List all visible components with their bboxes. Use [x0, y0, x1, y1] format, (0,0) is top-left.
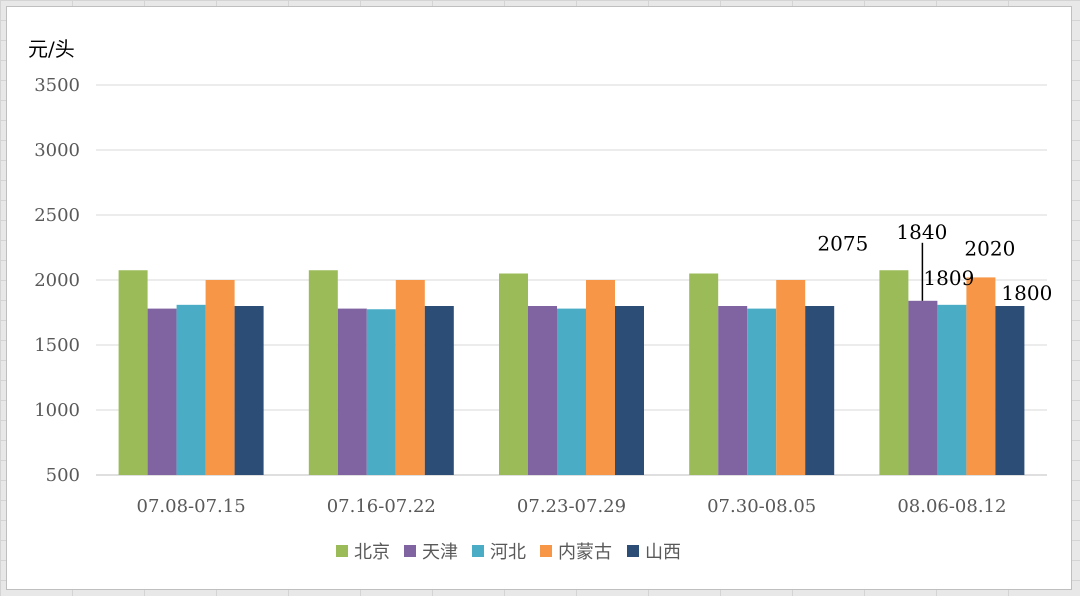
bar[interactable]: [776, 280, 806, 475]
x-category-label: 07.30-08.05: [707, 496, 816, 517]
bar[interactable]: [176, 304, 206, 475]
legend-swatch: [336, 545, 348, 557]
y-tick-label: 3500: [34, 75, 80, 96]
bar[interactable]: [205, 280, 235, 475]
bar[interactable]: [118, 270, 148, 475]
bar[interactable]: [718, 306, 748, 475]
bar[interactable]: [499, 273, 528, 476]
legend-label[interactable]: 河北: [490, 542, 526, 563]
bar[interactable]: [424, 306, 454, 475]
bar[interactable]: [689, 273, 719, 476]
bar[interactable]: [147, 308, 177, 475]
legend-label[interactable]: 内蒙古: [558, 542, 612, 563]
data-label: 1800: [1001, 281, 1052, 305]
y-tick-label: 1000: [34, 400, 80, 421]
data-label: 2075: [817, 231, 868, 255]
data-label: 1809: [923, 266, 974, 290]
bar[interactable]: [879, 270, 909, 475]
bar[interactable]: [234, 306, 264, 475]
bar[interactable]: [308, 270, 338, 475]
legend-label[interactable]: 天津: [422, 542, 458, 563]
bar[interactable]: [366, 309, 396, 475]
y-tick-label: 500: [46, 465, 80, 486]
legend-swatch: [627, 545, 639, 557]
bar[interactable]: [995, 306, 1025, 475]
bar[interactable]: [395, 280, 425, 475]
bar[interactable]: [337, 308, 367, 475]
x-category-label: 07.23-07.29: [517, 496, 626, 517]
x-category-label: 08.06-08.12: [897, 496, 1006, 517]
legend-label[interactable]: 山西: [645, 542, 681, 563]
bar[interactable]: [586, 280, 615, 475]
bar[interactable]: [908, 300, 938, 475]
bar[interactable]: [615, 306, 644, 475]
bar[interactable]: [747, 308, 777, 475]
y-tick-label: 1500: [34, 335, 80, 356]
bar[interactable]: [937, 304, 967, 475]
x-category-label: 07.16-07.22: [327, 496, 436, 517]
legend-label[interactable]: 北京: [354, 542, 390, 563]
legend-swatch: [472, 545, 484, 557]
x-category-label: 07.08-07.15: [137, 496, 246, 517]
y-axis-unit-label: 元/头: [28, 37, 75, 61]
legend-swatch: [404, 545, 416, 557]
legend-swatch: [540, 545, 552, 557]
bar[interactable]: [528, 306, 557, 475]
bar[interactable]: [966, 277, 996, 475]
y-tick-label: 2000: [34, 270, 80, 291]
bar[interactable]: [805, 306, 835, 475]
data-label: 2020: [964, 236, 1015, 260]
data-label: 1840: [896, 220, 947, 244]
y-tick-label: 2500: [34, 205, 80, 226]
y-tick-label: 3000: [34, 140, 80, 161]
bar[interactable]: [557, 308, 586, 475]
